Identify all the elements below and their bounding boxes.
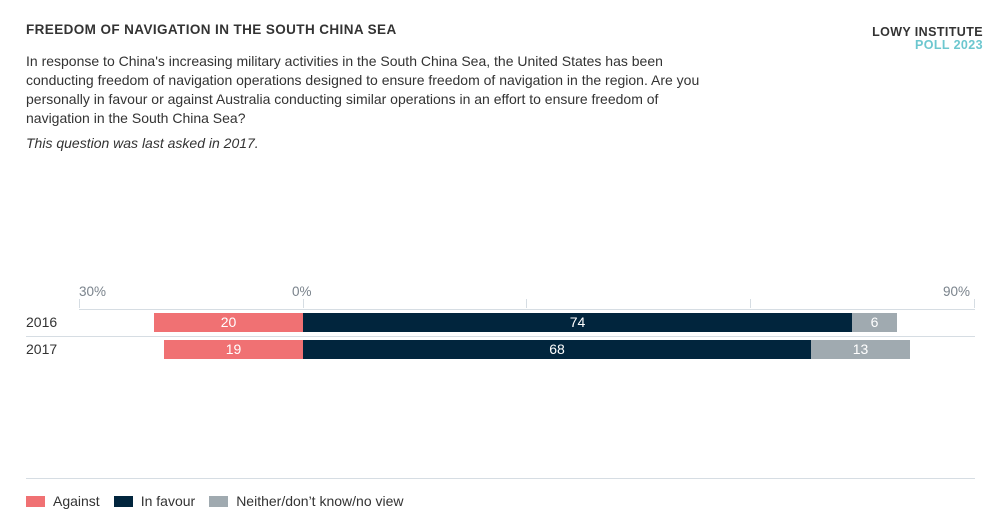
row-divider (26, 336, 975, 337)
axis-tick-label-neg30: 30% (79, 284, 107, 299)
legend-item-neither[interactable]: Neither/don’t know/no view (209, 493, 404, 509)
axis-tick (974, 299, 975, 308)
brand-poll-year: POLL 2023 (915, 38, 983, 52)
bar-2016-neither: 6 (852, 313, 897, 332)
bar-2017-against: 19 (164, 340, 303, 359)
legend-label-in-favour: In favour (140, 493, 196, 509)
survey-question: In response to China's increasing milita… (26, 53, 700, 126)
axis-tick (303, 299, 304, 308)
row-label-2016: 2016 (26, 314, 58, 330)
axis-tick (750, 299, 751, 308)
axis-tick (79, 299, 80, 308)
row-label-2017: 2017 (26, 341, 58, 357)
axis-tick-label-90: 90% (943, 284, 971, 299)
legend-swatch-against (26, 495, 45, 507)
legend-divider (26, 478, 975, 479)
bar-2016-against: 20 (154, 313, 303, 332)
chart-title: FREEDOM OF NAVIGATION IN THE SOUTH CHINA… (26, 22, 397, 37)
legend-label-neither: Neither/don’t know/no view (236, 493, 404, 509)
axis-tick-label-0: 0% (292, 284, 312, 299)
legend-item-against[interactable]: Against (26, 493, 100, 509)
legend-label-against: Against (53, 493, 100, 509)
brand-name: LOWY INSTITUTE (872, 25, 983, 39)
bar-2016-in-favour: 74 (303, 313, 852, 332)
axis-line (79, 309, 975, 310)
legend-swatch-in-favour (113, 495, 133, 507)
legend-item-in-favour[interactable]: In favour (113, 493, 196, 509)
bar-2017-in-favour: 68 (303, 340, 811, 359)
axis-tick (526, 299, 527, 308)
survey-note: This question was last asked in 2017. (26, 135, 259, 151)
bar-2017-neither: 13 (811, 340, 910, 359)
chart-legend: Against In favour Neither/don’t know/no … (26, 493, 418, 509)
brand-logo: LOWY INSTITUTE POLL 2023 (872, 26, 983, 52)
stacked-bar-chart: 30% 0% 90% 2016 20 74 6 2017 19 68 13 (0, 270, 1000, 380)
legend-swatch-neither (209, 495, 229, 507)
